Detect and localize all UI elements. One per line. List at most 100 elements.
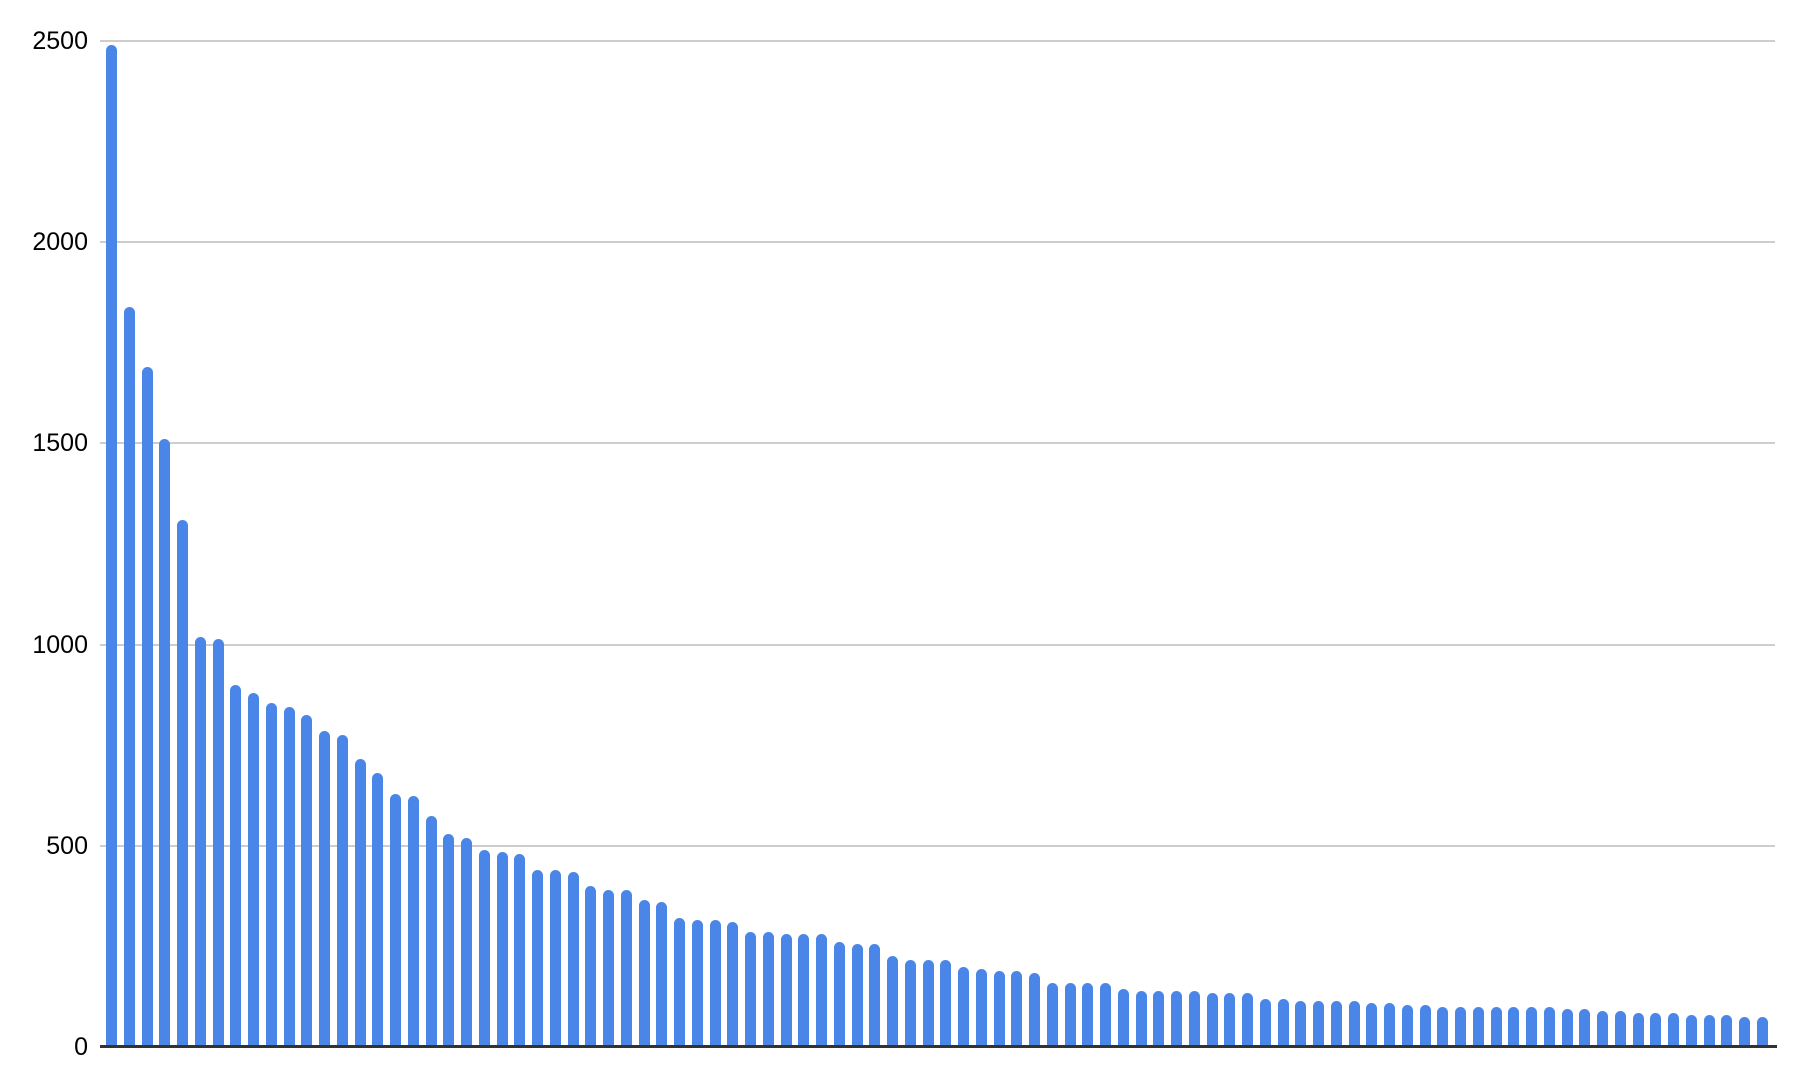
bar[interactable]: [1224, 992, 1236, 1047]
bar[interactable]: [1561, 1008, 1573, 1047]
gridline: [100, 844, 1775, 847]
bar[interactable]: [887, 956, 898, 1047]
bar[interactable]: [1543, 1006, 1555, 1047]
bar[interactable]: [567, 871, 579, 1047]
bar[interactable]: [1117, 988, 1129, 1047]
bar[interactable]: [514, 853, 526, 1047]
bar[interactable]: [1632, 1012, 1644, 1047]
bar[interactable]: [1029, 972, 1040, 1047]
bar[interactable]: [425, 815, 437, 1047]
y-axis-tick-label: 1000: [32, 630, 88, 659]
bar[interactable]: [1437, 1006, 1449, 1047]
bar[interactable]: [283, 706, 295, 1047]
bar[interactable]: [1135, 990, 1147, 1047]
bar[interactable]: [904, 960, 916, 1047]
bar[interactable]: [603, 890, 614, 1047]
bar[interactable]: [496, 851, 508, 1047]
bar[interactable]: [1756, 1016, 1768, 1047]
bar[interactable]: [691, 920, 703, 1047]
bar[interactable]: [1082, 982, 1094, 1047]
bar[interactable]: [1508, 1006, 1520, 1047]
bar[interactable]: [1188, 990, 1200, 1047]
bar[interactable]: [1721, 1014, 1733, 1047]
bar[interactable]: [780, 934, 792, 1047]
bar[interactable]: [123, 306, 135, 1047]
bar[interactable]: [461, 837, 472, 1047]
bar[interactable]: [727, 922, 739, 1047]
bar[interactable]: [1526, 1006, 1537, 1047]
bar[interactable]: [1153, 990, 1165, 1047]
bar[interactable]: [319, 731, 330, 1047]
bar[interactable]: [159, 439, 171, 1047]
bar[interactable]: [1472, 1006, 1484, 1047]
bar[interactable]: [230, 684, 242, 1047]
bar[interactable]: [993, 970, 1005, 1047]
gridline: [100, 442, 1775, 445]
bar[interactable]: [1597, 1010, 1608, 1047]
bar[interactable]: [674, 918, 685, 1047]
bar[interactable]: [478, 849, 490, 1047]
bar[interactable]: [620, 890, 632, 1047]
bar[interactable]: [1419, 1004, 1431, 1047]
bar[interactable]: [194, 636, 206, 1047]
bar[interactable]: [549, 869, 561, 1047]
bar[interactable]: [851, 944, 863, 1047]
bar[interactable]: [1650, 1012, 1662, 1047]
bar[interactable]: [1668, 1012, 1679, 1047]
bar[interactable]: [922, 960, 934, 1047]
bar[interactable]: [1295, 1000, 1307, 1047]
bar[interactable]: [1614, 1010, 1626, 1047]
bar[interactable]: [709, 920, 721, 1047]
bar[interactable]: [1703, 1014, 1715, 1047]
bar[interactable]: [1366, 1002, 1378, 1047]
bar[interactable]: [1313, 1000, 1324, 1047]
bar[interactable]: [106, 45, 117, 1047]
bar[interactable]: [1401, 1004, 1413, 1047]
bar[interactable]: [443, 833, 455, 1047]
bar[interactable]: [1206, 992, 1218, 1047]
bar[interactable]: [1100, 982, 1111, 1047]
bar[interactable]: [212, 638, 224, 1047]
bar[interactable]: [372, 773, 384, 1047]
bar[interactable]: [762, 932, 774, 1047]
bar[interactable]: [833, 942, 845, 1047]
bar[interactable]: [265, 702, 277, 1047]
bar[interactable]: [390, 793, 401, 1047]
bar[interactable]: [1242, 992, 1253, 1047]
bar[interactable]: [1330, 1000, 1342, 1047]
bar[interactable]: [585, 886, 597, 1047]
bar[interactable]: [407, 795, 419, 1047]
bar[interactable]: [354, 759, 366, 1047]
bar[interactable]: [869, 944, 881, 1047]
bar[interactable]: [1455, 1006, 1466, 1047]
bar[interactable]: [638, 900, 650, 1047]
bar[interactable]: [975, 968, 987, 1047]
bar[interactable]: [1046, 982, 1058, 1047]
bar[interactable]: [798, 934, 810, 1047]
bar[interactable]: [1685, 1014, 1697, 1047]
bar[interactable]: [1171, 990, 1182, 1047]
bar[interactable]: [1384, 1002, 1395, 1047]
bar[interactable]: [1277, 998, 1289, 1047]
bar[interactable]: [177, 519, 188, 1047]
bar[interactable]: [1011, 970, 1023, 1047]
bar[interactable]: [958, 966, 969, 1047]
bar[interactable]: [656, 902, 668, 1047]
y-axis-tick-label: 2000: [32, 228, 88, 257]
bar[interactable]: [248, 692, 259, 1047]
bar[interactable]: [1064, 982, 1076, 1047]
bar[interactable]: [1348, 1000, 1360, 1047]
bar[interactable]: [1259, 998, 1271, 1047]
bar[interactable]: [816, 934, 827, 1047]
bar[interactable]: [141, 366, 153, 1047]
bar[interactable]: [301, 715, 313, 1047]
bar[interactable]: [1739, 1016, 1750, 1047]
y-axis-tick-label: 1500: [32, 429, 88, 458]
bar[interactable]: [1579, 1008, 1591, 1047]
bar[interactable]: [336, 735, 348, 1047]
bar[interactable]: [532, 869, 543, 1047]
bar[interactable]: [745, 932, 756, 1047]
bar[interactable]: [940, 960, 952, 1047]
bar[interactable]: [1490, 1006, 1502, 1047]
gridline: [100, 40, 1775, 42]
